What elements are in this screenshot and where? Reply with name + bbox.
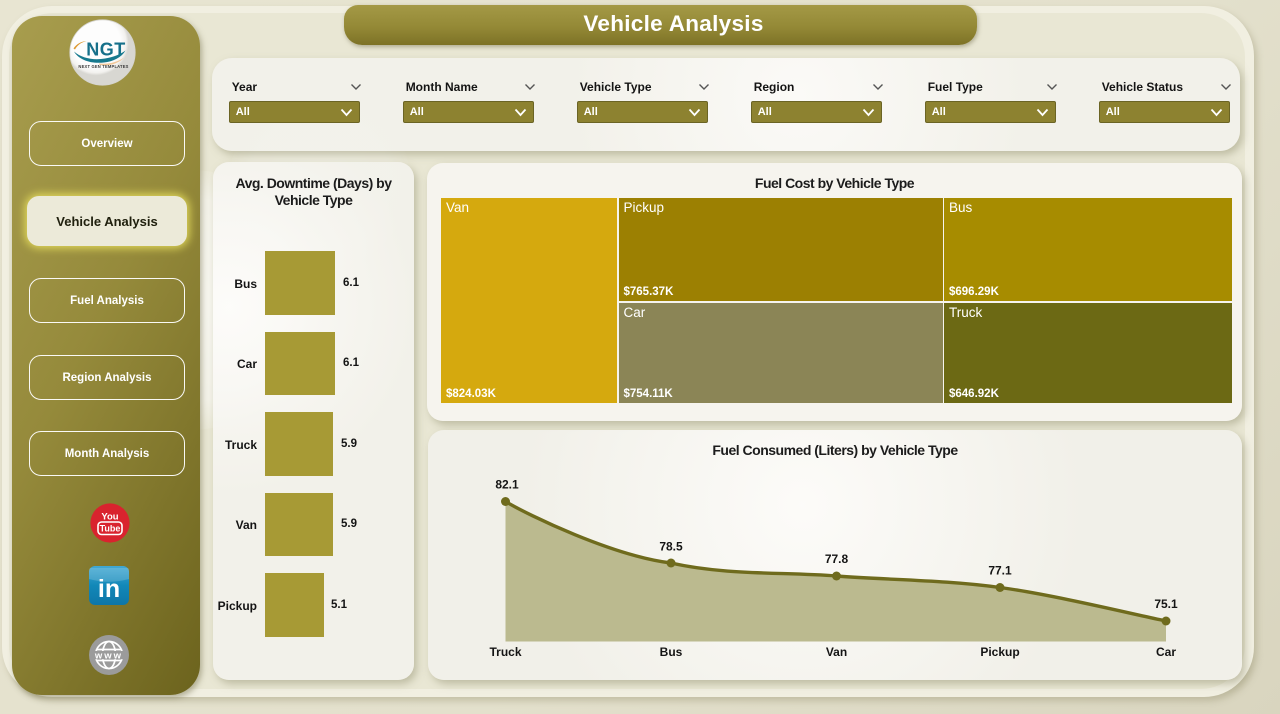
- svg-text:75.1: 75.1: [1154, 597, 1178, 611]
- svg-text:You: You: [101, 512, 118, 523]
- svg-text:78.5: 78.5: [659, 540, 683, 554]
- svg-text:77.1: 77.1: [988, 564, 1012, 578]
- svg-text:82.1: 82.1: [495, 478, 519, 492]
- svg-text:Bus: Bus: [660, 645, 683, 659]
- svg-text:in: in: [98, 575, 120, 603]
- svg-text:NGT: NGT: [86, 40, 126, 60]
- svg-text:Truck: Truck: [489, 645, 521, 659]
- svg-text:NEXT GEN TEMPLATES: NEXT GEN TEMPLATES: [78, 64, 128, 69]
- svg-text:Van: Van: [826, 645, 847, 659]
- svg-text:Tube: Tube: [100, 524, 121, 534]
- svg-text:www: www: [94, 651, 123, 662]
- svg-text:Pickup: Pickup: [980, 645, 1019, 659]
- svg-text:Car: Car: [1156, 645, 1176, 659]
- svg-text:77.8: 77.8: [825, 552, 849, 566]
